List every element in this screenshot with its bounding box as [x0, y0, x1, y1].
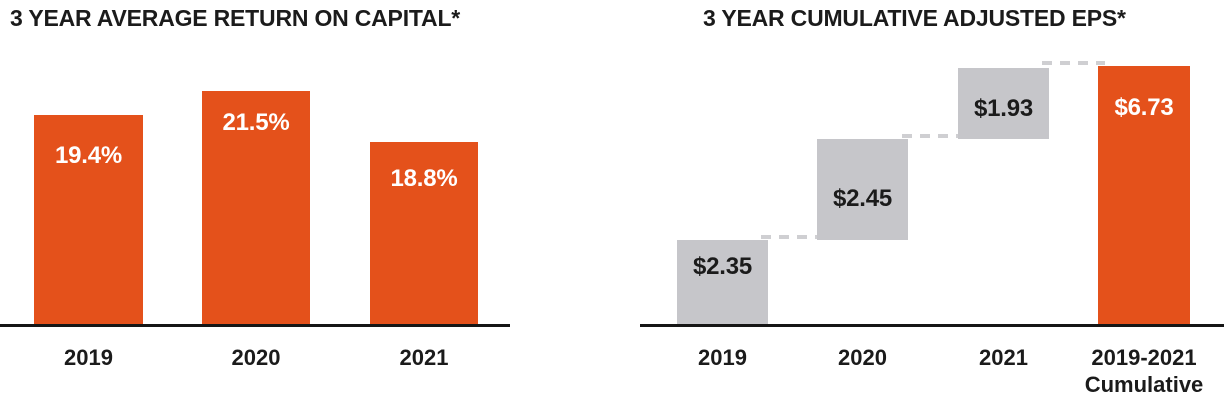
- segment-value-label: $6.73: [1114, 94, 1174, 121]
- segment-value-label: $1.93: [973, 95, 1034, 122]
- waterfall-segment-2019-2021: $6.73: [1098, 66, 1190, 324]
- left-chart-x-axis: [0, 324, 510, 327]
- x-tick-label-2019: 2019: [64, 345, 113, 370]
- x-tick-label-2021: 2021: [399, 345, 449, 370]
- x-tick-label-2020: 2020: [231, 345, 281, 370]
- bar-2021: 18.8%: [370, 142, 478, 324]
- bar-value-label: 18.8%: [390, 165, 458, 192]
- x-tick-label-2019: 2019: [698, 345, 747, 370]
- x-tick-label-2021: 2021: [979, 345, 1028, 370]
- waterfall-connector-dashes: [902, 134, 965, 138]
- waterfall-connector-dashes: [1042, 61, 1105, 65]
- bar-2019: 19.4%: [34, 115, 143, 324]
- bar-value-label: 19.4%: [54, 142, 123, 169]
- waterfall-segment-2020: $2.45: [817, 139, 908, 240]
- x-tick-label-2020: 2020: [838, 345, 887, 370]
- bar-value-label: 21.5%: [222, 109, 290, 136]
- x-tick-label-2019-2021: 2019-2021 Cumulative: [1084, 345, 1204, 397]
- right-chart-title: 3 YEAR CUMULATIVE ADJUSTED EPS*: [703, 5, 1126, 31]
- waterfall-connector-dashes: [761, 235, 824, 239]
- segment-value-label: $2.45: [832, 185, 893, 212]
- left-chart-title: 3 YEAR AVERAGE RETURN ON CAPITAL*: [10, 5, 461, 31]
- waterfall-segment-2021: $1.93: [958, 68, 1049, 139]
- bar-2020: 21.5%: [202, 91, 310, 324]
- segment-value-label: $2.35: [692, 253, 753, 280]
- right-chart-x-axis: [640, 324, 1224, 327]
- waterfall-segment-2019: $2.35: [677, 240, 768, 324]
